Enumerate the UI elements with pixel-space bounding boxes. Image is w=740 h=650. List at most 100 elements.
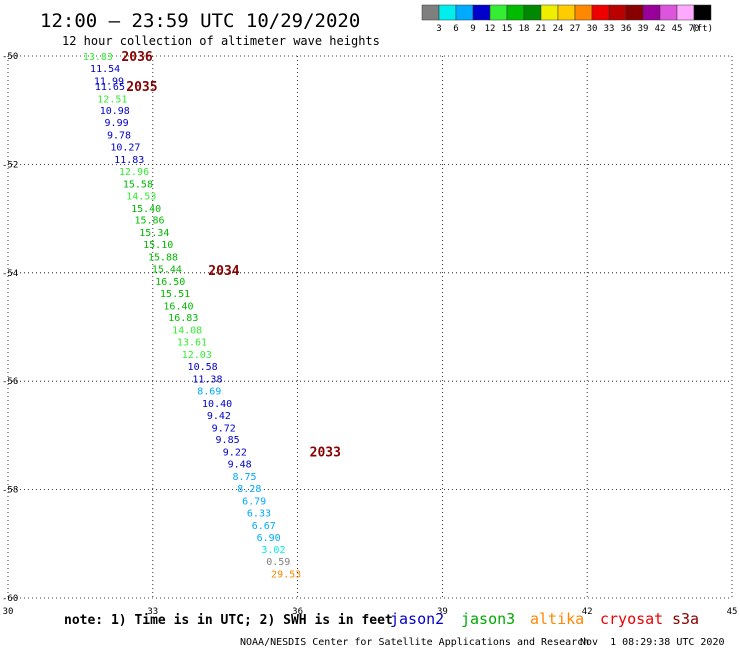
legend-label: 3 bbox=[436, 24, 441, 34]
legend-swatch bbox=[574, 4, 593, 21]
wave-height-label: 12.96 bbox=[119, 167, 149, 178]
wave-height-label: 15.44 bbox=[152, 264, 182, 275]
wave-height-label: 10.27 bbox=[110, 143, 140, 154]
wave-height-label: 15.34 bbox=[139, 228, 169, 239]
wave-height-label: 16.40 bbox=[163, 301, 193, 312]
wave-height-label: 15.58 bbox=[123, 179, 153, 190]
wave-height-label: 9.78 bbox=[107, 131, 131, 142]
wave-height-points: 13.8311.5411.9911.6512.5110.989.999.7810… bbox=[83, 52, 301, 581]
wave-height-label: 14.53 bbox=[126, 191, 156, 202]
legend-label: 18 bbox=[519, 24, 530, 34]
wave-height-label: 13.61 bbox=[177, 338, 207, 349]
lat-tick-label: -52 bbox=[2, 160, 18, 170]
wave-height-label: 10.58 bbox=[188, 362, 218, 373]
legend-label: 24 bbox=[553, 24, 564, 34]
wave-height-label: 15.40 bbox=[131, 204, 161, 215]
lat-tick-label: -54 bbox=[2, 269, 18, 279]
legend-unit: (ft) bbox=[691, 24, 713, 34]
wave-height-label: 11.38 bbox=[192, 374, 222, 385]
wave-height-label: 11.83 bbox=[114, 155, 144, 166]
map-axes: 30 33 36 39 42 45 -50 -52 -54 -56 -58 -60 bbox=[2, 52, 737, 617]
wave-height-label: 12.51 bbox=[97, 94, 127, 105]
footer-credit: NOAA/NESDIS Center for Satellite Applica… bbox=[240, 637, 589, 648]
legend-label: 33 bbox=[604, 24, 615, 34]
wave-height-label: 15.88 bbox=[148, 253, 178, 264]
lon-tick-label: 30 bbox=[3, 607, 14, 617]
wave-height-label: 15.86 bbox=[134, 216, 164, 227]
wave-height-label: 8.75 bbox=[232, 472, 256, 483]
legend-label: 21 bbox=[536, 24, 547, 34]
legend-swatch bbox=[540, 4, 559, 21]
lon-tick-label: 33 bbox=[147, 607, 158, 617]
wave-height-label: 16.50 bbox=[155, 277, 185, 288]
map-subtitle: 12 hour collection of altimeter wave hei… bbox=[62, 34, 380, 48]
wave-height-label: 9.72 bbox=[212, 423, 236, 434]
pass-labels: 2036 2035 2034 2033 bbox=[121, 50, 341, 461]
wave-height-label: 11.54 bbox=[90, 64, 120, 75]
lon-tick-label: 42 bbox=[582, 607, 593, 617]
footer-note: note: 1) Time is in UTC; 2) SWH is in fe… bbox=[64, 613, 393, 628]
legend-swatch bbox=[421, 4, 440, 21]
legend-swatch bbox=[608, 4, 627, 21]
legend-swatch bbox=[591, 4, 610, 21]
pass-number-label: 2034 bbox=[208, 264, 239, 279]
wave-height-label: 12.03 bbox=[182, 350, 212, 361]
legend-swatch bbox=[489, 4, 508, 21]
satellite-altika: altika bbox=[530, 610, 584, 628]
legend-label: 27 bbox=[570, 24, 581, 34]
legend-label: 9 bbox=[470, 24, 475, 34]
lon-tick-label: 36 bbox=[292, 607, 303, 617]
pass-number-label: 2036 bbox=[121, 50, 152, 65]
pass-number-label: 2035 bbox=[126, 80, 157, 95]
wave-height-label: 6.90 bbox=[257, 533, 281, 544]
legend-swatch bbox=[472, 4, 491, 21]
legend-swatch bbox=[523, 4, 542, 21]
color-legend: 3 6 9 12 15 18 21 24 27 30 33 36 39 42 45 70(ft) bbox=[421, 4, 713, 34]
legend-label: 45 bbox=[672, 24, 683, 34]
wave-height-label: 16.83 bbox=[168, 313, 198, 324]
satellite-jason2: jason2 bbox=[390, 610, 444, 628]
legend-label: 12 bbox=[485, 24, 496, 34]
wave-height-label: 10.40 bbox=[202, 399, 232, 410]
legend-swatch bbox=[642, 4, 661, 21]
wave-height-label: 8.69 bbox=[197, 386, 221, 397]
wave-height-label: 6.67 bbox=[252, 521, 276, 532]
wave-height-label: 6.33 bbox=[247, 508, 271, 519]
legend-label: 6 bbox=[453, 24, 458, 34]
legend-swatch bbox=[693, 4, 712, 21]
wave-height-label: 15.10 bbox=[143, 240, 173, 251]
legend-label: 39 bbox=[638, 24, 649, 34]
pass-number-label: 2033 bbox=[310, 446, 341, 461]
wave-height-label: 9.85 bbox=[216, 435, 240, 446]
lat-tick-label: -58 bbox=[2, 486, 18, 496]
wave-height-label: 3.02 bbox=[261, 545, 285, 556]
satellite-cryosat: cryosat bbox=[600, 610, 663, 628]
footer-timestamp: Nov 1 08:29:38 UTC 2020 bbox=[580, 637, 725, 648]
legend-label: 70 bbox=[689, 24, 700, 34]
map-title: 12:00 — 23:59 UTC 10/29/2020 bbox=[40, 10, 360, 32]
legend-swatch bbox=[455, 4, 474, 21]
legend-swatch bbox=[438, 4, 457, 21]
legend-label: 36 bbox=[621, 24, 632, 34]
legend-label: 30 bbox=[587, 24, 598, 34]
wave-height-label: 15.51 bbox=[160, 289, 190, 300]
satellite-jason3: jason3 bbox=[461, 610, 515, 628]
wave-height-label: 13.83 bbox=[83, 52, 113, 63]
wave-height-label: 6.79 bbox=[242, 496, 266, 507]
wave-height-label: 9.42 bbox=[207, 411, 231, 422]
map-grid bbox=[7, 55, 733, 599]
wave-height-label: 29.53 bbox=[271, 570, 301, 581]
satellite-s3a: s3a bbox=[672, 610, 699, 628]
wave-height-label: 9.48 bbox=[228, 460, 252, 471]
lat-tick-label: -50 bbox=[2, 52, 18, 62]
legend-label: 42 bbox=[655, 24, 666, 34]
lat-tick-label: -56 bbox=[2, 377, 18, 387]
legend-label: 15 bbox=[502, 24, 513, 34]
wave-height-label: 8.28 bbox=[237, 484, 261, 495]
satellite-legend: jason2 jason3 altika cryosat s3a bbox=[390, 610, 699, 628]
legend-swatch bbox=[557, 4, 576, 21]
wave-height-label: 10.98 bbox=[100, 106, 130, 117]
wave-height-label: 14.08 bbox=[172, 326, 202, 337]
